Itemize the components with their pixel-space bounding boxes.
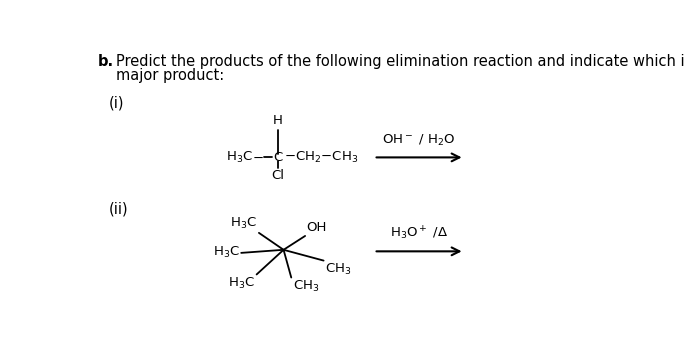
- Text: $-$: $-$: [252, 151, 263, 164]
- Text: major product:: major product:: [116, 68, 225, 83]
- Text: Cl: Cl: [272, 169, 285, 182]
- Text: H$_3$C: H$_3$C: [226, 150, 252, 165]
- Text: (i): (i): [109, 96, 124, 111]
- Text: $-$CH$_2$$-$CH$_3$: $-$CH$_2$$-$CH$_3$: [285, 150, 358, 165]
- Text: H$_3$C: H$_3$C: [213, 245, 239, 260]
- Text: C: C: [274, 151, 282, 164]
- Text: H$_3$O$^+$ /$\Delta$: H$_3$O$^+$ /$\Delta$: [390, 225, 448, 242]
- Text: CH$_3$: CH$_3$: [325, 262, 352, 277]
- Text: H$_3$C: H$_3$C: [228, 276, 255, 291]
- Text: b.: b.: [98, 54, 114, 69]
- Text: H$_3$C: H$_3$C: [231, 216, 257, 231]
- Text: OH: OH: [306, 222, 327, 235]
- Text: CH$_3$: CH$_3$: [293, 279, 319, 294]
- Text: H: H: [273, 114, 283, 127]
- Text: Predict the products of the following elimination reaction and indicate which is: Predict the products of the following el…: [116, 54, 684, 69]
- Text: OH$^-$ / H$_2$O: OH$^-$ / H$_2$O: [382, 133, 456, 148]
- Text: (ii): (ii): [109, 201, 129, 216]
